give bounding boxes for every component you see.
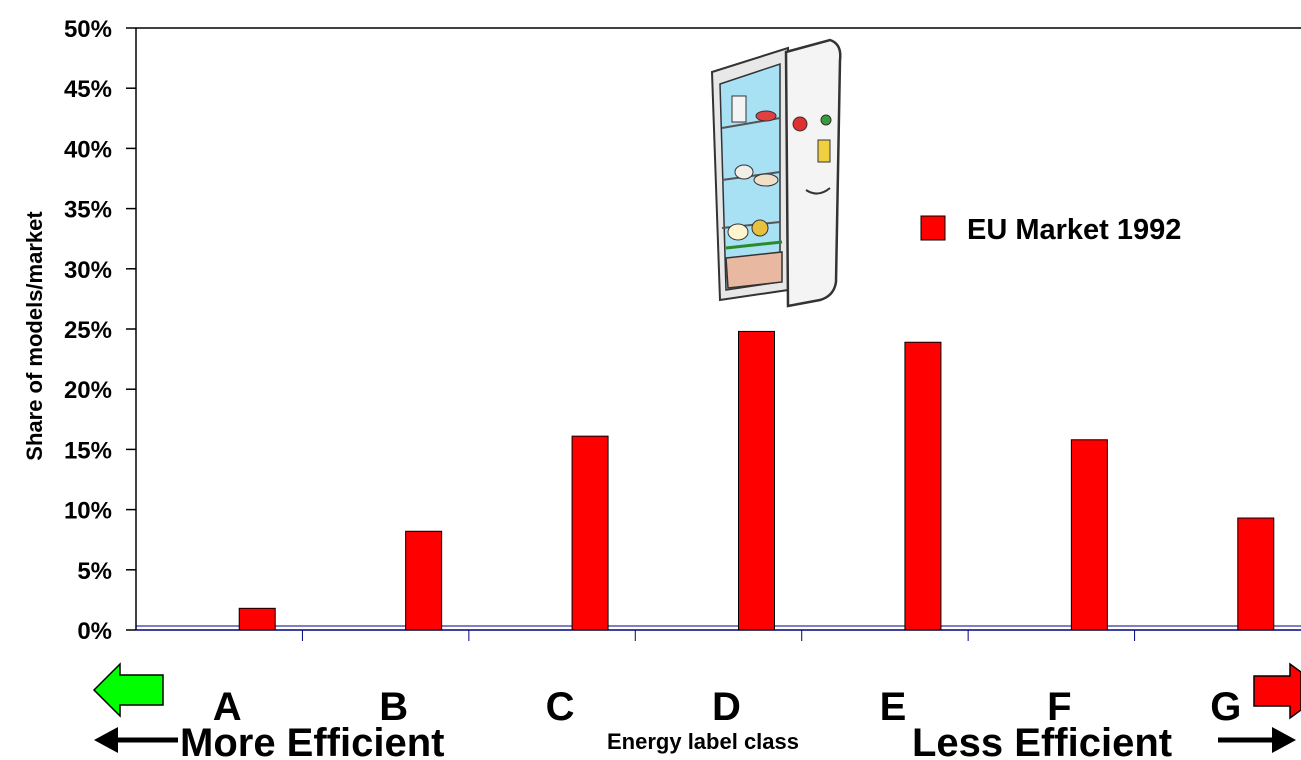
category-label-E: E bbox=[880, 685, 907, 729]
left-arrow-icon bbox=[94, 727, 178, 753]
y-ticks: 0% 5% 10% 15% 20% 25% 30% 35% 40% 45% 50% bbox=[64, 16, 136, 645]
legend-label: EU Market 1992 bbox=[967, 214, 1181, 246]
y-tick-label: 30% bbox=[64, 257, 112, 284]
x-axis-title: Energy label class bbox=[607, 729, 799, 754]
bar-C bbox=[571, 435, 609, 631]
y-tick-label: 10% bbox=[64, 498, 112, 525]
legend: EU Market 1992 bbox=[920, 214, 1181, 246]
y-tick-label: 50% bbox=[64, 16, 112, 43]
y-axis-title: Share of models/market bbox=[22, 211, 47, 461]
bar-A bbox=[238, 607, 276, 631]
y-tick-label: 25% bbox=[64, 317, 112, 344]
bar-F bbox=[1070, 439, 1108, 631]
legend-swatch bbox=[920, 215, 946, 241]
bar-G bbox=[1237, 517, 1275, 631]
y-tick-label: 0% bbox=[77, 618, 112, 645]
category-labels: A B C D E F G bbox=[213, 685, 1242, 729]
y-tick-label: 35% bbox=[64, 197, 112, 224]
category-label-G: G bbox=[1210, 685, 1241, 729]
y-tick-label: 20% bbox=[64, 377, 112, 404]
category-label-A: A bbox=[213, 685, 242, 729]
y-tick-label: 15% bbox=[64, 437, 112, 464]
bar-B bbox=[405, 530, 443, 631]
right-arrow-icon bbox=[1218, 727, 1296, 753]
category-label-F: F bbox=[1047, 685, 1071, 729]
more-efficient-label: More Efficient bbox=[180, 721, 444, 760]
x-ticks bbox=[301, 630, 1136, 641]
category-label-B: B bbox=[379, 685, 408, 729]
y-tick-label: 5% bbox=[77, 558, 112, 585]
less-efficient-label: Less Efficient bbox=[912, 721, 1172, 760]
green-arrow-icon bbox=[92, 662, 164, 718]
bar-E bbox=[904, 341, 942, 631]
y-tick-label: 40% bbox=[64, 136, 112, 163]
y-tick-label: 45% bbox=[64, 76, 112, 103]
red-arrow-icon bbox=[1253, 662, 1301, 720]
bar-D bbox=[738, 330, 775, 631]
bars bbox=[238, 330, 1275, 631]
refrigerator-illustration bbox=[710, 38, 842, 308]
category-label-D: D bbox=[712, 685, 741, 729]
category-label-C: C bbox=[546, 685, 575, 729]
